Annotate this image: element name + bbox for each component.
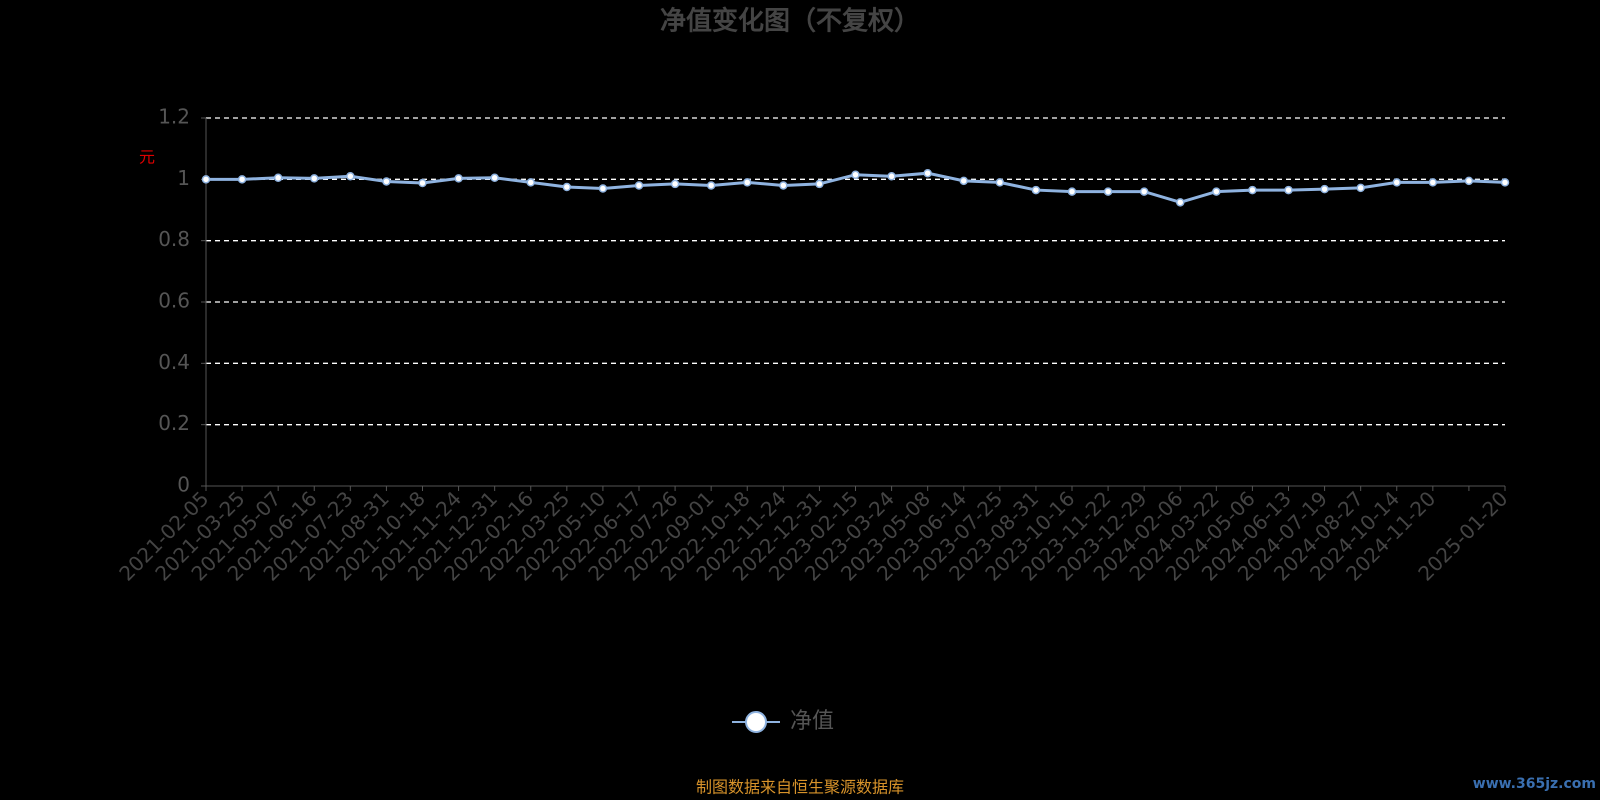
data-point (1139, 187, 1149, 196)
y-tick-label: 0.6 (158, 289, 190, 313)
legend-marker (745, 711, 767, 733)
y-tick-label: 0.4 (158, 350, 190, 374)
legend-label: 净值 (790, 709, 834, 734)
watermark: www.365jz.com (1473, 776, 1596, 792)
data-point (201, 175, 211, 184)
y-tick-label: 1 (177, 166, 190, 190)
data-point (670, 179, 680, 189)
data-point (1031, 185, 1041, 195)
data-point (418, 178, 427, 188)
data-point (1067, 187, 1077, 196)
data-point (273, 173, 283, 183)
data-point (815, 179, 824, 189)
data-point (310, 174, 319, 183)
y-tick-label: 0 (177, 473, 190, 497)
data-point (454, 174, 463, 183)
data-point (887, 172, 896, 181)
data-point (1464, 176, 1474, 186)
data-point (634, 181, 644, 190)
data-point (779, 181, 788, 190)
y-tick-label: 1.2 (158, 105, 190, 129)
data-point (1500, 178, 1510, 187)
data-point (526, 178, 535, 187)
source-note: 制图数据来自恒生聚源数据库 (696, 778, 904, 797)
data-point (1428, 178, 1438, 187)
data-point (237, 175, 247, 184)
data-point (1392, 178, 1401, 187)
data-point (995, 178, 1005, 187)
data-point (382, 177, 391, 186)
data-point (851, 170, 860, 179)
y-axis-label: 元 (139, 148, 155, 167)
y-tick-label: 0.8 (158, 227, 190, 251)
data-point (706, 181, 716, 190)
data-point (743, 178, 752, 187)
data-point (1248, 185, 1257, 195)
data-point (562, 182, 572, 192)
chart-title: 净值变化图（不复权） (660, 6, 920, 37)
data-point (598, 184, 608, 193)
data-point (923, 168, 932, 178)
data-point (490, 173, 499, 183)
data-point (1103, 187, 1113, 196)
data-point (1212, 187, 1221, 196)
data-point (1320, 184, 1329, 194)
data-point (1284, 185, 1293, 195)
data-point (1356, 183, 1365, 193)
y-tick-label: 0.2 (158, 411, 190, 435)
data-point (346, 172, 355, 181)
data-point (959, 176, 968, 186)
data-point (1176, 198, 1185, 207)
